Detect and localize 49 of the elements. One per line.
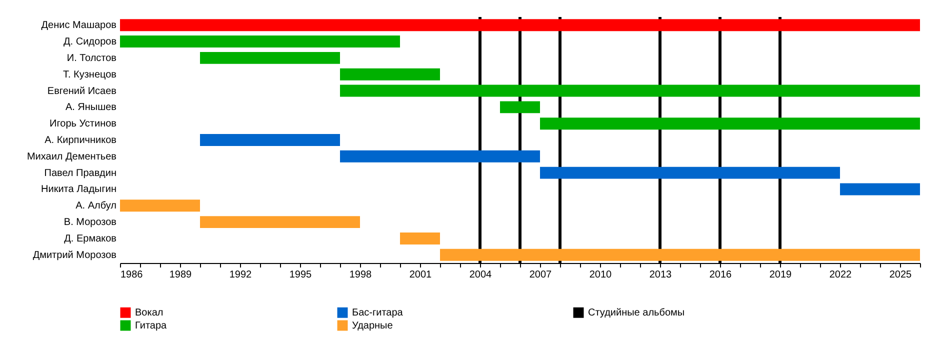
y-tick-label: Дмитрий Морозов [32,250,116,261]
legend-label: Вокал [135,308,164,319]
x-tick-label: 1986 [120,270,144,280]
bar [500,101,540,114]
x-tick-label: 2019 [769,270,792,280]
bar [200,52,340,64]
x-tick-label: 2004 [469,270,492,280]
x-tick-label: 2013 [649,270,672,280]
x-tick-label: 2025 [889,270,912,280]
bar [120,36,400,48]
legend-label: Бас-гитара [352,308,404,319]
y-tick-label: И. Толстов [66,52,116,64]
bar [340,84,920,97]
bar [440,248,920,261]
x-tick-label: 2007 [529,270,552,280]
y-tick-label: В. Морозов [64,217,116,228]
bar [340,68,440,80]
legend-label: Студийные альбомы [588,308,685,319]
bar [840,183,920,196]
bar [540,166,840,179]
legend-label: Гитара [135,320,168,332]
y-tick-label: Т. Кузнецов [62,69,116,80]
x-tick-label: 2001 [409,270,432,280]
x-tick-label: 2010 [589,270,612,280]
y-tick-label: А. Албул [76,200,117,212]
bar [340,150,540,162]
legend-label: Ударные [352,320,394,332]
x-tick-label: 1989 [169,270,192,280]
y-tick-label: Д. Сидоров [64,36,116,48]
x-tick-label: 1995 [289,270,312,280]
y-tick-label: А. Янышев [65,102,116,114]
x-tick-label: 2016 [709,270,732,280]
bar [200,134,340,146]
y-tick-label: А. Кирпичников [44,135,116,146]
bar [120,19,920,32]
y-tick-label: Игорь Устинов [50,118,116,130]
bar [120,200,200,212]
bar [200,216,360,228]
x-tick-label: 1998 [349,270,372,280]
y-tick-label: Евгений Исаев [47,86,116,97]
y-tick-label: Павел Правдин [44,168,116,179]
bar [540,118,920,130]
y-tick-label: Денис Машаров [41,20,116,32]
x-tick-label: 1992 [229,270,252,280]
x-tick-label: 2022 [829,270,852,280]
y-tick-label: Никита Ладыгин [41,184,116,196]
y-tick-label: Д. Ермаков [64,233,116,244]
y-tick-label: Михаил Дементьев [26,151,116,162]
bar [400,232,440,244]
